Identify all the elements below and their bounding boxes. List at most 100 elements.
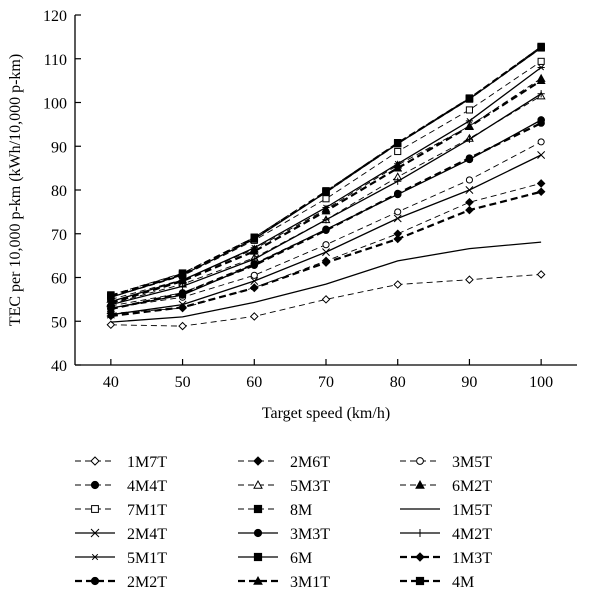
data-point (106, 311, 116, 321)
legend-swatch-marker (253, 575, 263, 585)
data-point (537, 43, 545, 52)
data-point (465, 205, 474, 215)
legend-swatch-marker (253, 552, 263, 562)
data-point (322, 241, 330, 249)
legend-swatch-marker (253, 479, 263, 489)
y-tick-label: 120 (43, 8, 67, 25)
legend-label: 5M3T (290, 478, 330, 495)
legend-label: 8M (290, 502, 312, 519)
legend-item: 1M3T (400, 550, 492, 567)
data-point (178, 321, 187, 331)
legend-swatch-marker (253, 504, 263, 514)
x-tick-label: 50 (175, 374, 191, 391)
legend: 1M7T 2M6T 3M5T 4M4T 5M3T 6M2T 7M1T 8M 1M5T 2M4T 3M… (75, 454, 492, 591)
data-point (249, 283, 259, 293)
x-tick-label: 40 (103, 374, 119, 391)
data-point (465, 197, 474, 207)
data-point (321, 258, 331, 267)
legend-swatch-marker (90, 528, 100, 538)
legend-label: 5M1T (127, 550, 167, 567)
data-point (537, 57, 545, 65)
legend-label: 3M3T (290, 526, 330, 543)
series-3m5t (107, 138, 545, 312)
legend-label: 4M4T (127, 478, 167, 495)
data-point (465, 275, 474, 284)
legend-swatch-marker (415, 576, 425, 586)
legend-item: 3M5T (400, 454, 492, 471)
legend-item: 2M6T (238, 454, 330, 471)
legend-item: 5M3T (238, 478, 330, 495)
x-tick-label: 100 (529, 374, 553, 391)
legend-item: 7M1T (75, 502, 167, 519)
data-point (178, 302, 187, 312)
data-point (250, 261, 259, 269)
series-1m7t (106, 270, 546, 331)
legend-item: 4M2T (400, 526, 492, 543)
data-point (249, 312, 259, 321)
y-tick-label: 100 (43, 96, 67, 113)
data-point (393, 234, 403, 244)
data-point (321, 295, 331, 304)
legend-label: 2M6T (290, 454, 330, 471)
legend-item: 1M7T (75, 454, 167, 471)
legend-label: 3M1T (290, 574, 330, 591)
data-point (393, 189, 402, 198)
data-point (322, 216, 330, 224)
data-point (393, 163, 403, 172)
data-point (537, 151, 546, 159)
data-point (107, 305, 115, 313)
data-point (393, 139, 402, 147)
data-point (250, 277, 259, 285)
y-tick-label: 50 (51, 314, 67, 331)
data-point (537, 138, 545, 146)
data-point (322, 195, 330, 203)
y-tick-label: 40 (51, 358, 67, 375)
legend-label: 4M2T (452, 526, 492, 543)
legend-item: 8M (238, 502, 312, 519)
series-2m2t (107, 119, 545, 313)
data-point (465, 186, 474, 194)
data-point (106, 298, 116, 307)
x-tick-label: 80 (390, 374, 406, 391)
legend-swatch-marker (415, 479, 425, 489)
y-axis-label: TEC per 10,000 p-km (kWh/10,000 p-km) (7, 54, 24, 326)
legend-label: 6M (290, 550, 312, 567)
series-1m3t (106, 187, 546, 321)
legend-swatch-marker (90, 576, 100, 586)
data-point (536, 187, 546, 197)
legend-item: 3M1T (238, 574, 330, 591)
series-2m4t (106, 151, 546, 319)
data-point (537, 90, 545, 98)
data-point (536, 179, 546, 188)
legend-item: 4M4T (75, 478, 167, 495)
legend-label: 1M5T (452, 502, 492, 519)
legend-swatch-marker (415, 552, 425, 562)
data-point (465, 176, 473, 184)
data-point (465, 154, 474, 162)
data-point (178, 276, 188, 285)
data-point (106, 320, 116, 330)
y-tick-label: 70 (51, 227, 67, 244)
legend-swatch-marker (91, 553, 99, 561)
y-tick-label: 80 (51, 183, 67, 200)
legend-label: 2M4T (127, 526, 167, 543)
data-point (394, 177, 402, 185)
legend-item: 2M4T (75, 526, 167, 543)
data-point (249, 246, 259, 255)
series-1m5t (110, 241, 542, 323)
data-point (250, 234, 259, 242)
data-point (394, 208, 402, 216)
legend-item: 2M2T (75, 574, 167, 591)
data-point (322, 248, 330, 257)
legend-label: 3M5T (452, 454, 492, 471)
x-tick-label: 60 (246, 374, 262, 391)
legend-label: 1M7T (127, 454, 167, 471)
legend-item: 6M (238, 550, 312, 567)
data-point (394, 147, 402, 156)
legend-swatch-marker (253, 528, 263, 538)
data-point (465, 135, 474, 143)
series-5m1t (107, 64, 545, 305)
series-4m (107, 43, 545, 300)
